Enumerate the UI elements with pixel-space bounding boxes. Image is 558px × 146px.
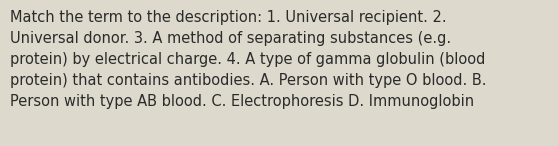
Text: Match the term to the description: 1. Universal recipient. 2.
Universal donor. 3: Match the term to the description: 1. Un… (10, 10, 487, 109)
